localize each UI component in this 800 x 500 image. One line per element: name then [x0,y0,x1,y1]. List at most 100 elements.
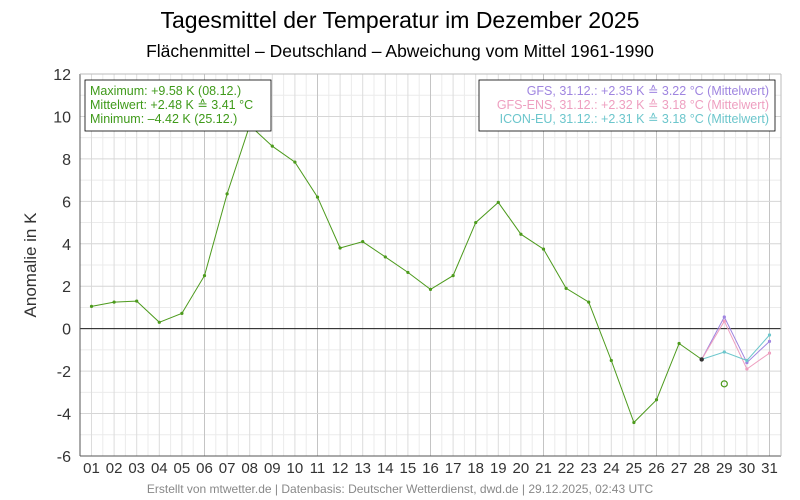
y-tick-label: 0 [62,322,71,339]
data-point-observed [315,195,320,199]
x-tick-label: 26 [648,460,665,477]
x-tick-label: 28 [693,460,710,477]
data-point-observed [225,192,229,196]
data-point-gfs-ens [722,319,726,323]
data-point-observed [654,398,659,402]
series-line-icon-eu [701,334,770,362]
data-point-latest [699,357,704,362]
x-tick-label: 05 [174,460,191,477]
x-tick-label: 30 [739,460,756,477]
data-point-gfs [722,315,726,319]
x-tick-label: 11 [310,460,326,477]
series-line-observed [91,124,702,424]
data-point-observed [202,274,207,278]
x-tick-label: 04 [151,460,168,477]
y-axis-label: Anomalie in K [21,212,40,318]
data-point-observed [338,246,342,250]
x-tick-label: 22 [558,460,575,477]
data-point-observed [361,240,365,244]
x-tick-label: 09 [264,460,281,477]
x-tick-label: 18 [467,460,484,477]
x-tick-label: 25 [626,460,643,477]
x-tick-label: 17 [445,460,462,477]
forecast-gfs-text: GFS, 31.12.: +2.35 K ≙ 3.22 °C (Mittelwe… [527,84,769,98]
hollow-marker [720,380,728,388]
stats-box-frame [84,79,272,132]
stats-mean-text: Mittelwert: +2.48 K ≙ 3.41 °C [90,98,253,112]
data-point-gfs [767,339,772,343]
data-point-observed [496,200,500,204]
data-point-observed [587,300,591,304]
x-tick-label: 20 [513,460,530,477]
data-point-observed [451,274,455,278]
x-tick-label: 13 [354,460,371,477]
y-tick-label: 6 [62,194,71,211]
data-point-observed [406,270,410,275]
data-point-observed [564,286,568,290]
data-point-observed [519,232,523,236]
data-point-icon-eu [767,333,772,337]
data-point-icon-eu [722,350,726,354]
data-point-observed [474,220,478,225]
x-tick-label: 24 [603,460,620,477]
x-tick-label: 07 [219,460,236,477]
x-tick-label: 08 [241,460,258,477]
chart-title: Tagesmittel der Temperatur im Dezember 2… [161,7,640,33]
data-point-observed [541,247,546,251]
y-tick-label: 12 [53,67,71,84]
y-tick-label: -4 [57,407,71,424]
series-line-gfs [701,315,770,364]
data-point-observed [632,420,636,425]
y-tick-label: 10 [53,109,71,126]
data-point-observed [89,304,94,308]
data-point-observed [428,287,433,292]
stats-max-text: Maximum: +9.58 K (08.12.) [90,84,241,98]
forecast-icon-eu-text: ICON-EU, 31.12.: +2.31 K ≙ 3.18 °C (Mitt… [500,112,769,126]
series-line-gfs-ens [701,320,770,370]
footer-credit: Erstellt von mtwetter.de | Datenbasis: D… [147,482,654,496]
y-tick-label: -6 [57,449,71,466]
data-point-gfs-ens [767,351,772,355]
x-tick-label: 16 [422,460,439,477]
data-point-observed [180,311,184,315]
x-tick-label: 03 [128,460,145,477]
x-tick-label: 23 [580,460,597,477]
x-tick-label: 31 [761,460,778,477]
x-tick-label: 12 [332,460,349,477]
y-tick-label: 8 [62,152,71,169]
y-tick-label: 4 [62,237,71,254]
x-tick-label: 19 [490,460,507,477]
x-tick-label: 02 [106,460,123,477]
axes [79,73,782,457]
data-point-observed [270,144,274,148]
x-tick-label: 01 [83,460,100,477]
data-point-observed [677,341,681,346]
stats-min-text: Minimum: –4.42 K (25.12.) [90,112,237,126]
forecast-gfs-ens-text: GFS-ENS, 31.12.: +2.32 K ≙ 3.18 °C (Mitt… [497,98,769,112]
data-point-observed [135,299,139,303]
x-tick-label: 21 [535,460,552,477]
y-tick-label: -2 [57,364,71,381]
stats-box: Maximum: +9.58 K (08.12.) Mittelwert: +2… [84,79,272,132]
data-point-observed [157,320,161,324]
x-tick-label: 14 [377,460,394,477]
forecast-box-frame [478,79,776,132]
x-tick-label: 10 [287,460,304,477]
x-tick-label: 06 [196,460,213,477]
forecast-box: GFS, 31.12.: +2.35 K ≙ 3.22 °C (Mittelwe… [478,79,776,132]
data-point-gfs-ens [745,367,749,371]
data-point-observed [293,160,297,164]
series-layer [91,124,770,424]
x-tick-label: 29 [716,460,733,477]
points-layer [89,123,772,425]
data-point-observed [609,358,613,363]
data-point-observed [383,255,387,259]
data-point-observed [112,300,116,304]
y-tick-label: 2 [62,279,71,296]
x-tick-label: 27 [671,460,688,477]
x-tick-label: 15 [400,460,417,477]
data-point-icon-eu [745,358,749,363]
chart-subtitle: Flächenmittel – Deutschland – Abweichung… [146,41,654,61]
